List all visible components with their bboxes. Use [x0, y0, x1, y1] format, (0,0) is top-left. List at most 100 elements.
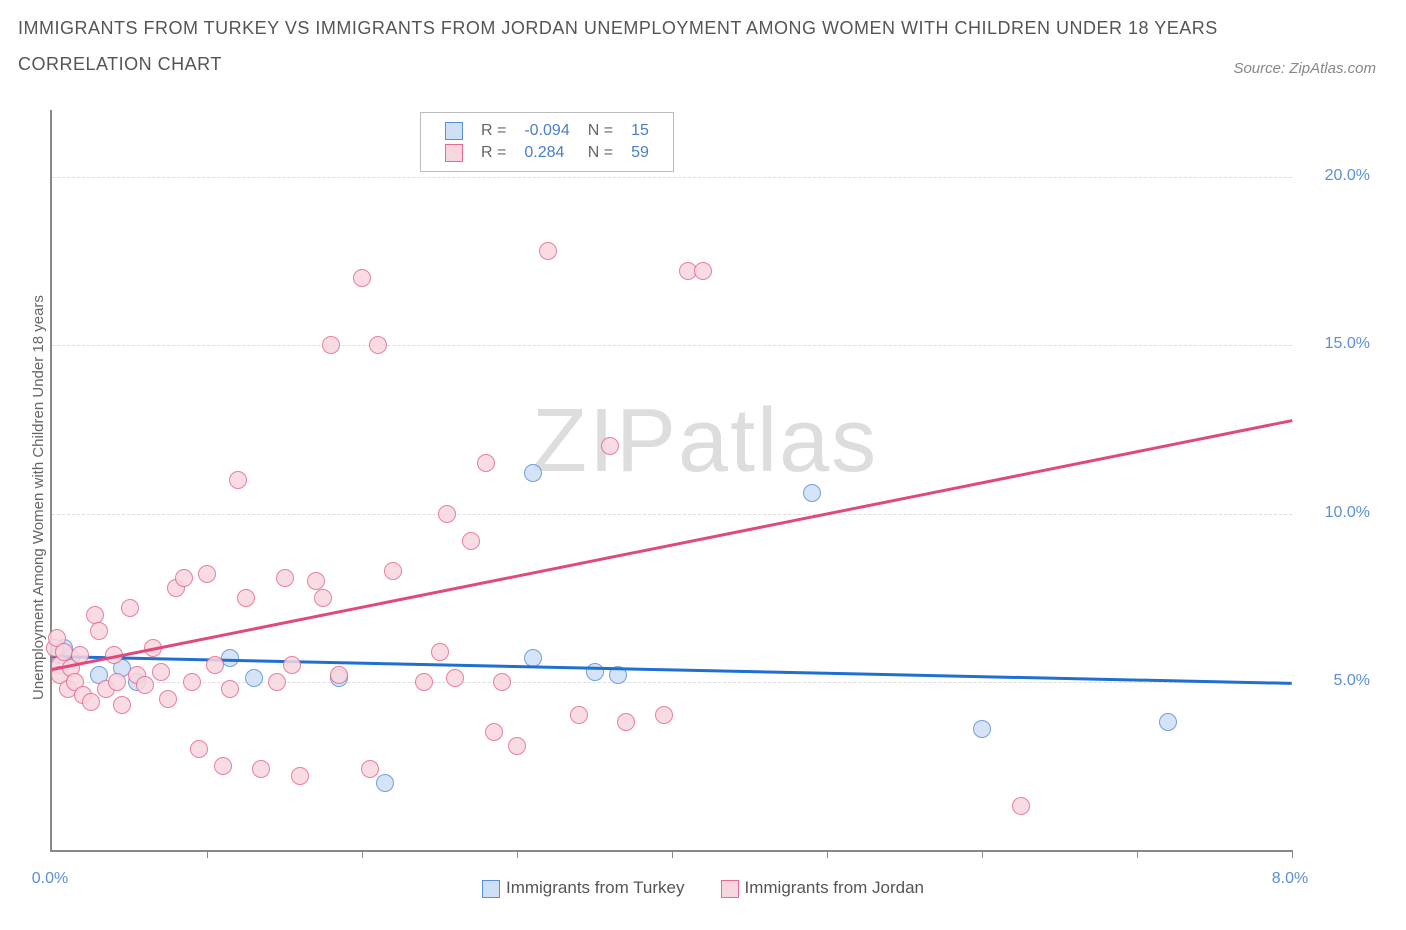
chart-container: IMMIGRANTS FROM TURKEY VS IMMIGRANTS FRO… [0, 0, 1406, 930]
gridline [52, 682, 1292, 683]
legend-label-jordan: Immigrants from Jordan [745, 878, 925, 897]
legend-swatch-turkey [482, 880, 500, 898]
data-point-jordan [694, 262, 712, 280]
data-point-jordan [183, 673, 201, 691]
y-tick-label: 5.0% [1310, 672, 1370, 690]
data-point-jordan [655, 706, 673, 724]
legend-r-label: R = [473, 143, 514, 163]
legend-swatch-jordan [445, 144, 463, 162]
data-point-jordan [361, 760, 379, 778]
legend-row-jordan: R =0.284N =59 [437, 143, 657, 163]
data-point-jordan [90, 622, 108, 640]
data-point-jordan [601, 437, 619, 455]
regression-line-jordan [52, 419, 1292, 670]
data-point-turkey [524, 464, 542, 482]
data-point-jordan [438, 505, 456, 523]
data-point-jordan [322, 336, 340, 354]
x-tick [827, 850, 828, 858]
chart-title-line2: CORRELATION CHART [18, 54, 222, 75]
legend-n-value-jordan: 59 [623, 143, 657, 163]
legend-item-turkey: Immigrants from Turkey [482, 878, 685, 898]
data-point-jordan [175, 569, 193, 587]
watermark: ZIPatlas [532, 390, 878, 493]
data-point-turkey [973, 720, 991, 738]
data-point-jordan [214, 757, 232, 775]
legend-swatch-jordan [721, 880, 739, 898]
data-point-jordan [384, 562, 402, 580]
data-point-jordan [108, 673, 126, 691]
data-point-jordan [314, 589, 332, 607]
data-point-jordan [353, 269, 371, 287]
data-point-jordan [446, 669, 464, 687]
data-point-jordan [462, 532, 480, 550]
data-point-jordan [252, 760, 270, 778]
source-attribution: Source: ZipAtlas.com [1233, 60, 1376, 77]
data-point-jordan [121, 599, 139, 617]
data-point-jordan [198, 565, 216, 583]
y-tick-label: 15.0% [1310, 335, 1370, 353]
legend-r-value-turkey: -0.094 [516, 121, 577, 141]
x-tick [1292, 850, 1293, 858]
legend-n-label: N = [580, 143, 621, 163]
legend-swatch-turkey [445, 122, 463, 140]
data-point-jordan [113, 696, 131, 714]
data-point-jordan [493, 673, 511, 691]
data-point-jordan [415, 673, 433, 691]
data-point-jordan [291, 767, 309, 785]
data-point-jordan [1012, 797, 1030, 815]
y-tick-label: 20.0% [1310, 167, 1370, 185]
data-point-jordan [508, 737, 526, 755]
x-tick [207, 850, 208, 858]
data-point-turkey [803, 484, 821, 502]
data-point-turkey [376, 774, 394, 792]
x-tick [672, 850, 673, 858]
x-tick [517, 850, 518, 858]
data-point-jordan [307, 572, 325, 590]
legend-label-turkey: Immigrants from Turkey [506, 878, 685, 897]
x-tick [982, 850, 983, 858]
x-tick [1137, 850, 1138, 858]
data-point-jordan [276, 569, 294, 587]
legend-n-value-turkey: 15 [623, 121, 657, 141]
data-point-jordan [159, 690, 177, 708]
data-point-jordan [477, 454, 495, 472]
data-point-jordan [221, 680, 239, 698]
data-point-jordan [206, 656, 224, 674]
gridline [52, 514, 1292, 515]
legend-r-value-jordan: 0.284 [516, 143, 577, 163]
legend-r-label: R = [473, 121, 514, 141]
data-point-jordan [82, 693, 100, 711]
gridline [52, 345, 1292, 346]
legend-row-turkey: R =-0.094N =15 [437, 121, 657, 141]
gridline [52, 177, 1292, 178]
x-tick-label: 8.0% [1272, 870, 1308, 888]
data-point-jordan [190, 740, 208, 758]
regression-line-turkey [52, 655, 1292, 684]
x-tick [362, 850, 363, 858]
data-point-jordan [237, 589, 255, 607]
data-point-turkey [245, 669, 263, 687]
correlation-legend: R =-0.094N =15R =0.284N =59 [420, 112, 674, 172]
data-point-jordan [485, 723, 503, 741]
data-point-jordan [369, 336, 387, 354]
chart-title-line1: IMMIGRANTS FROM TURKEY VS IMMIGRANTS FRO… [18, 18, 1218, 39]
data-point-jordan [570, 706, 588, 724]
data-point-turkey [586, 663, 604, 681]
data-point-jordan [229, 471, 247, 489]
y-tick-label: 10.0% [1310, 504, 1370, 522]
data-point-jordan [539, 242, 557, 260]
plot-area: ZIPatlas [50, 110, 1292, 852]
data-point-jordan [330, 666, 348, 684]
data-point-jordan [283, 656, 301, 674]
legend-item-jordan: Immigrants from Jordan [721, 878, 925, 898]
data-point-jordan [136, 676, 154, 694]
x-tick-label: 0.0% [32, 870, 68, 888]
legend-n-label: N = [580, 121, 621, 141]
data-point-turkey [1159, 713, 1177, 731]
data-point-jordan [86, 606, 104, 624]
y-axis-label: Unemployment Among Women with Children U… [30, 295, 47, 700]
data-point-jordan [617, 713, 635, 731]
correlation-table: R =-0.094N =15R =0.284N =59 [435, 119, 659, 165]
data-point-jordan [152, 663, 170, 681]
data-point-jordan [268, 673, 286, 691]
